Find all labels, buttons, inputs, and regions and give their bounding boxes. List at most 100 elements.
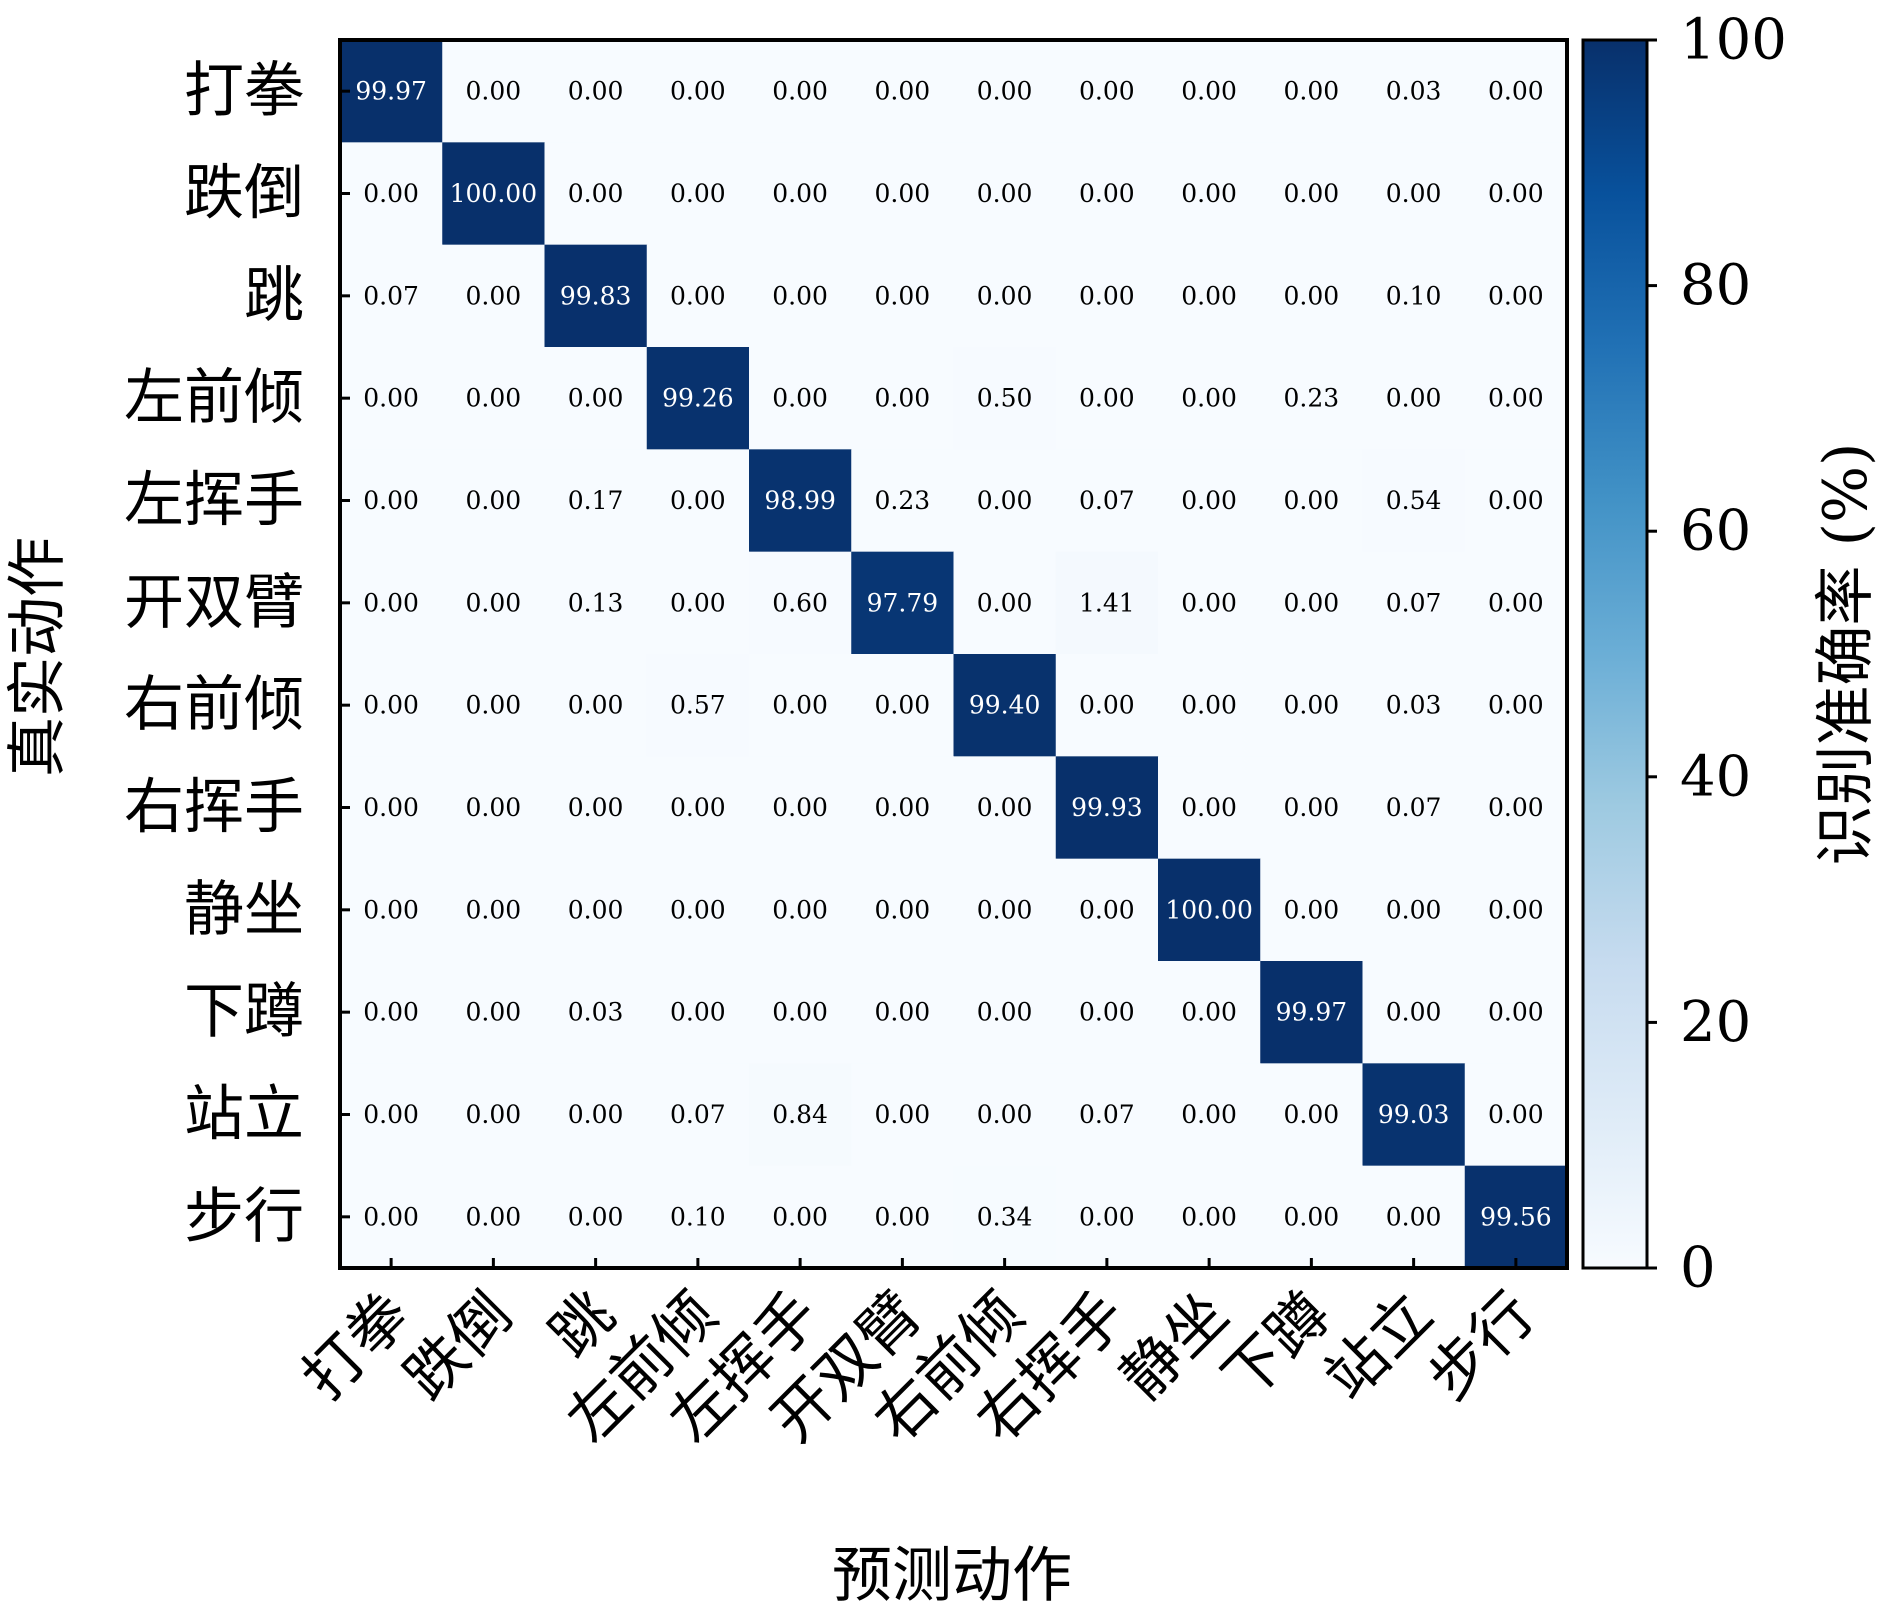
cell-value: 0.00: [1181, 281, 1237, 310]
heatmap-cell: [953, 654, 1057, 757]
heatmap-cell: [544, 244, 648, 348]
heatmap-cell: [1260, 858, 1363, 962]
y-axis-title: 真实动作: [3, 537, 73, 777]
heatmap-cell: [851, 449, 954, 553]
plot-frame: [338, 38, 1569, 1270]
x-tick-label: 静坐: [1107, 1279, 1241, 1413]
x-tick-label: 跌倒: [392, 1279, 526, 1413]
heatmap-cell: [1464, 449, 1568, 553]
cell-value: 0.50: [977, 384, 1033, 413]
cell-value: 0.00: [1284, 895, 1340, 924]
heatmap-cell: [851, 1165, 954, 1269]
heatmap-cell: [851, 1063, 954, 1167]
cell-value: 0.07: [363, 281, 419, 310]
cell-value: 0.00: [875, 1202, 931, 1231]
heatmap-cell: [442, 142, 545, 246]
cell-value: 0.00: [466, 998, 522, 1027]
heatmap-cell: [749, 449, 852, 553]
colorbar-ticks: 0 20 40 60 80 100: [1647, 8, 1787, 1301]
cell-value: 0.10: [670, 1202, 726, 1231]
x-tick-label: 步行: [1414, 1279, 1548, 1413]
heatmap-cell: [442, 244, 545, 348]
colorbar-tick-label: 0: [1680, 1236, 1716, 1301]
heatmap-cell: [544, 756, 648, 860]
heatmap-cell: [749, 551, 852, 655]
heatmap-cell: [646, 244, 750, 348]
heatmap-cell: [1362, 347, 1466, 450]
cell-value: 0.00: [977, 1100, 1033, 1129]
y-tick-label: 下蹲: [184, 977, 304, 1047]
heatmap-cell: [749, 347, 852, 450]
y-tick-label: 跳: [244, 261, 304, 331]
heatmap-cell: [646, 1063, 750, 1167]
heatmap-cell: [1260, 142, 1363, 246]
heatmap-cell: [851, 347, 954, 450]
cell-value: 0.34: [977, 1202, 1033, 1231]
cell-value: 0.00: [1181, 1202, 1237, 1231]
heatmap-cell: [953, 449, 1057, 553]
cell-value: 0.00: [1386, 384, 1442, 413]
y-tick-label: 右挥手: [124, 773, 304, 843]
y-tick-label: 静坐: [184, 875, 304, 945]
cell-value: 0.00: [363, 384, 419, 413]
heatmap-cell: [851, 654, 954, 757]
colorbar-tick-label: 80: [1680, 253, 1751, 318]
cell-value: 0.00: [772, 384, 828, 413]
cell-value: 0.03: [568, 998, 624, 1027]
cell-value: 99.03: [1378, 1100, 1450, 1129]
heatmap-cell: [340, 142, 443, 246]
heatmap-cell: [1362, 449, 1466, 553]
cell-value: 0.00: [363, 1100, 419, 1129]
cell-value: 0.00: [1079, 1202, 1135, 1231]
heatmap-cell: [851, 961, 954, 1064]
heatmap-cell: [1055, 858, 1159, 962]
x-axis-title: 预测动作: [832, 1541, 1072, 1608]
cell-value: 0.00: [1079, 998, 1135, 1027]
cell-value: 0.03: [1386, 77, 1442, 106]
heatmap-cell: [442, 449, 545, 553]
cell-value: 0.00: [875, 281, 931, 310]
heatmap-cell: [1464, 551, 1568, 655]
heatmap-cell: [340, 858, 443, 962]
cell-value: 99.83: [560, 281, 632, 310]
heatmap-cell: [749, 858, 852, 962]
cell-value: 0.07: [1079, 1100, 1135, 1129]
cell-value: 0.00: [1181, 384, 1237, 413]
axis-ticks: [340, 89, 1518, 1268]
heatmap-cell: [1464, 40, 1568, 143]
heatmap-cells: 99.97 0.00 0.00 0.00 0.00 0.00 0.00 0.00 0.00 0.0…: [340, 40, 1568, 1269]
cell-value: 0.00: [772, 281, 828, 310]
cell-value: 0.00: [466, 384, 522, 413]
cell-value: 0.00: [1284, 1100, 1340, 1129]
cell-value: 0.00: [1488, 77, 1544, 106]
cell-value: 97.79: [867, 588, 939, 617]
heatmap-cell: [544, 40, 648, 143]
y-tick-label: 右前倾: [124, 670, 304, 740]
heatmap-cell: [1464, 756, 1568, 860]
cell-value: 0.00: [363, 486, 419, 515]
cell-value: 0.00: [363, 691, 419, 720]
heatmap-cell: [1260, 1165, 1363, 1269]
cell-value: 99.97: [1276, 998, 1348, 1027]
heatmap-cell: [1158, 449, 1261, 553]
cell-value: 0.00: [1181, 1100, 1237, 1129]
heatmap-cell: [1260, 551, 1363, 655]
cell-value: 0.00: [363, 793, 419, 822]
heatmap-cell: [1158, 40, 1261, 143]
x-tick-label: 下蹲: [1210, 1279, 1344, 1413]
heatmap-cell: [1158, 858, 1261, 962]
cell-value: 0.00: [875, 793, 931, 822]
heatmap-cell: [340, 756, 443, 860]
heatmap-cell: [646, 756, 750, 860]
cell-value: 0.00: [1488, 793, 1544, 822]
cell-value: 99.40: [969, 691, 1041, 720]
y-tick-label: 开双臂: [124, 568, 304, 638]
cell-value: 100.00: [1165, 895, 1252, 924]
cell-value: 0.00: [977, 793, 1033, 822]
cell-value: 0.00: [670, 588, 726, 617]
heatmap-cell: [1260, 347, 1363, 450]
heatmap-cell: [340, 449, 443, 553]
heatmap-cell: [1362, 1063, 1466, 1167]
